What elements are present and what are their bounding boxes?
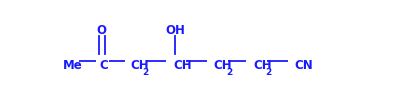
- Text: Me: Me: [63, 59, 83, 72]
- Text: CH: CH: [214, 59, 232, 72]
- Text: O: O: [97, 24, 107, 37]
- Text: 2: 2: [265, 67, 271, 76]
- Text: 2: 2: [226, 67, 232, 76]
- Text: 2: 2: [143, 67, 149, 76]
- Text: CN: CN: [295, 59, 313, 72]
- Text: CH: CH: [131, 59, 149, 72]
- Text: CH: CH: [253, 59, 272, 72]
- Text: OH: OH: [165, 24, 185, 37]
- Text: C: C: [99, 59, 108, 72]
- Text: CH: CH: [173, 59, 192, 72]
